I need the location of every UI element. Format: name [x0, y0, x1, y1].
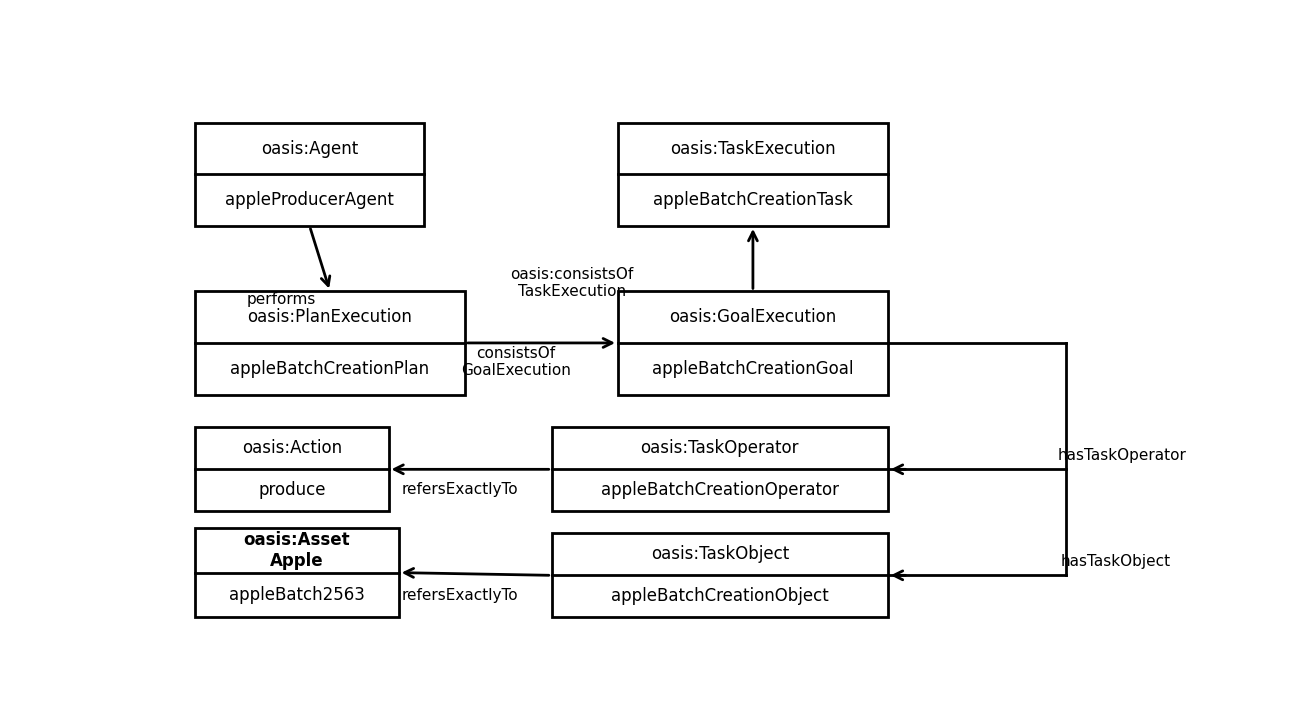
Text: oasis:PlanExecution: oasis:PlanExecution: [247, 308, 413, 326]
Bar: [618, 123, 888, 226]
Text: appleBatchCreationObject: appleBatchCreationObject: [611, 587, 828, 606]
Text: appleProducerAgent: appleProducerAgent: [225, 191, 394, 209]
Bar: [618, 292, 888, 395]
Text: oasis:GoalExecution: oasis:GoalExecution: [669, 308, 836, 326]
Text: appleBatchCreationPlan: appleBatchCreationPlan: [230, 360, 430, 378]
Text: oasis:consistsOf
TaskExecution: oasis:consistsOf TaskExecution: [510, 267, 634, 299]
Bar: [195, 292, 466, 395]
Text: refersExactlyTo: refersExactlyTo: [401, 482, 518, 497]
Bar: [551, 533, 888, 618]
Text: oasis:Action: oasis:Action: [242, 439, 342, 457]
Bar: [195, 123, 425, 226]
Text: performs: performs: [247, 292, 317, 307]
Text: appleBatchCreationTask: appleBatchCreationTask: [654, 191, 853, 209]
Text: appleBatchCreationOperator: appleBatchCreationOperator: [601, 481, 839, 499]
Text: refersExactlyTo: refersExactlyTo: [401, 588, 518, 603]
Text: oasis:Asset
Apple: oasis:Asset Apple: [243, 531, 350, 570]
Bar: [195, 427, 389, 511]
Text: hasTaskObject: hasTaskObject: [1060, 554, 1170, 569]
Text: oasis:TaskExecution: oasis:TaskExecution: [671, 140, 836, 157]
Bar: [551, 427, 888, 511]
Text: oasis:TaskObject: oasis:TaskObject: [651, 545, 789, 563]
Text: hasTaskOperator: hasTaskOperator: [1057, 448, 1187, 463]
Text: appleBatch2563: appleBatch2563: [229, 586, 364, 604]
Text: oasis:Agent: oasis:Agent: [260, 140, 358, 157]
Text: oasis:TaskOperator: oasis:TaskOperator: [640, 439, 800, 457]
Text: produce: produce: [258, 481, 326, 499]
Bar: [195, 528, 398, 618]
Text: appleBatchCreationGoal: appleBatchCreationGoal: [652, 360, 853, 378]
Text: consistsOf
GoalExecution: consistsOf GoalExecution: [462, 346, 571, 378]
